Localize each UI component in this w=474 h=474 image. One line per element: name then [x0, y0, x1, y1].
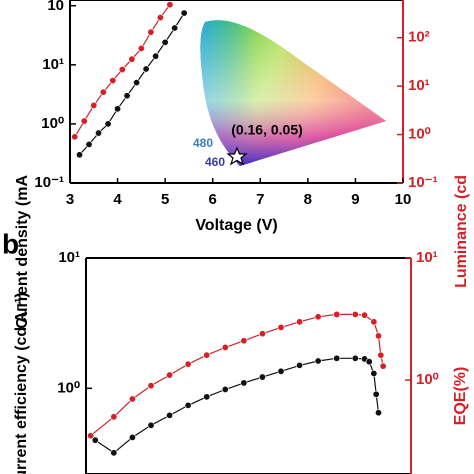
data-point [374, 409, 382, 417]
data-point [277, 323, 285, 331]
y-axis-title: Current density (mA [14, 175, 31, 329]
y-tick-label: 10¹ [58, 249, 80, 266]
data-point [258, 373, 266, 381]
data-point [240, 337, 248, 345]
annotation: 460 [205, 155, 225, 169]
data-point [333, 354, 341, 362]
data-point [99, 88, 107, 96]
data-point [333, 310, 341, 318]
data-point [147, 421, 155, 429]
data-point [137, 44, 145, 52]
data-point [166, 411, 174, 419]
data-point [314, 313, 322, 321]
data-point [95, 129, 103, 137]
data-point [240, 379, 248, 387]
y-tick-label: 10⁻¹ [34, 174, 64, 191]
data-point [377, 351, 385, 359]
data-point [372, 390, 380, 398]
data-point [351, 310, 359, 318]
x-tick-label: 8 [304, 191, 312, 208]
data-point [221, 385, 229, 393]
plot-area [87, 310, 387, 457]
y2-tick-label: 10⁰ [408, 126, 431, 143]
data-point [277, 367, 285, 375]
data-point [161, 38, 169, 46]
data-point [365, 358, 373, 366]
y2-tick-label: 10¹ [408, 77, 430, 94]
y2-tick-label: 10¹ [416, 249, 438, 266]
data-point [71, 133, 79, 141]
series-line [90, 313, 384, 437]
data-point [351, 354, 359, 362]
y-axis-title: urrent efficiency (cd A⁻¹) [13, 292, 30, 474]
data-point [184, 401, 192, 409]
data-point [90, 101, 98, 109]
cie-inset [200, 20, 386, 166]
x-tick-label: 10 [395, 191, 412, 208]
y-tick-label: 10⁰ [57, 379, 80, 396]
plot-area [71, 1, 188, 159]
data-point [180, 9, 188, 17]
data-point [110, 449, 118, 457]
y2-tick-label: 10⁻¹ [408, 174, 438, 191]
data-point [133, 79, 141, 87]
data-point [203, 351, 211, 359]
data-point [128, 433, 136, 441]
x-tick-label: 5 [161, 191, 169, 208]
data-point [166, 371, 174, 379]
data-point [110, 413, 118, 421]
data-point [91, 436, 99, 444]
x-tick-label: 7 [256, 191, 264, 208]
data-point [314, 357, 322, 365]
data-point [258, 330, 266, 338]
data-point [156, 14, 164, 22]
x-tick-label: 9 [351, 191, 359, 208]
data-point [374, 332, 382, 340]
data-point [142, 65, 150, 73]
data-point [361, 311, 369, 319]
y2-tick-label: 10² [408, 29, 430, 46]
data-point [147, 382, 155, 390]
x-tick-label: 4 [113, 191, 122, 208]
x-axis-title: Voltage (V) [195, 217, 277, 234]
data-point [80, 117, 88, 125]
annotation: (0.16, 0.05) [231, 122, 303, 138]
data-point [87, 432, 95, 440]
y2-tick-label: 10⁰ [416, 371, 439, 388]
data-point [296, 361, 304, 369]
series-line [94, 357, 380, 454]
data-point [370, 318, 378, 326]
data-point [128, 395, 136, 403]
data-point [85, 140, 93, 148]
data-point [152, 52, 160, 60]
panel-label: b [2, 228, 19, 259]
data-point [296, 318, 304, 326]
data-point [203, 393, 211, 401]
data-point [104, 120, 112, 128]
y2-axis-title: EQE(%) [452, 367, 469, 426]
data-point [76, 151, 84, 159]
data-point [118, 66, 126, 74]
data-point [109, 77, 117, 85]
y-tick-label: 10¹ [42, 56, 64, 73]
x-tick-label: 3 [66, 191, 74, 208]
data-point [147, 28, 155, 36]
data-point [171, 24, 179, 32]
data-point [184, 360, 192, 368]
data-point [166, 1, 174, 9]
y-tick-label: 10⁰ [41, 115, 64, 132]
data-point [123, 92, 131, 100]
data-point [370, 369, 378, 377]
data-point [221, 343, 229, 351]
data-point [114, 105, 122, 113]
data-point [128, 55, 136, 63]
data-point [379, 362, 387, 370]
y-tick-label: 10 [47, 0, 64, 14]
annotation: 480 [193, 136, 213, 150]
x-tick-label: 6 [209, 191, 217, 208]
y2-axis-title: Luminance (cd [453, 175, 470, 288]
